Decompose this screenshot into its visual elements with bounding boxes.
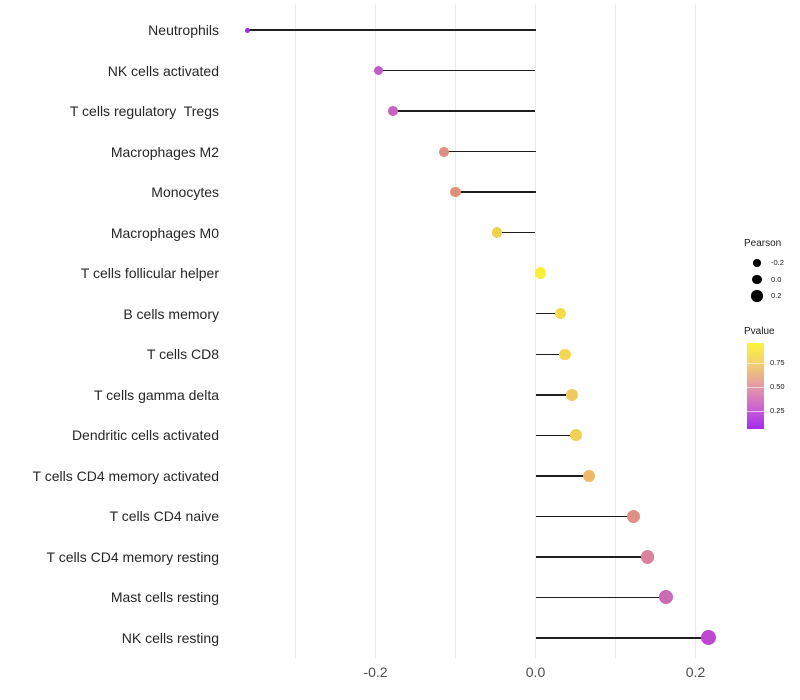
size-legend-label: 0.2 [771,291,782,300]
data-point-dot [658,590,673,605]
pvalue-colorbar-icon [747,343,764,429]
data-point-dot [534,267,547,279]
lollipop-stem [455,191,536,193]
y-axis-label: Macrophages M0 [110,224,219,241]
lollipop-stem [443,150,536,153]
y-axis-label: T cells CD4 memory resting [46,548,219,565]
data-point-dot [554,307,567,320]
y-axis-label: Monocytes [151,184,219,201]
size-legend-dot-icon [753,259,761,267]
y-axis-label: T cells CD4 naive [109,508,219,525]
lollipop-stem [535,637,709,639]
lollipop-stem [535,475,590,477]
y-axis-label: T cells follicular helper [80,265,219,282]
lollipop-stem [393,110,536,112]
x-tick-label: -0.2 [363,664,388,680]
y-axis-label: Mast cells resting [110,589,219,606]
lollipop-stem [535,596,666,599]
y-axis-label: T cells CD4 memory activated [32,467,219,484]
data-point-dot [388,106,398,116]
color-legend-title: Pvalue [744,326,775,337]
y-axis-label: Dendritic cells activated [71,427,219,444]
size-legend-dot-icon [751,290,763,302]
data-point-dot [438,146,449,157]
y-axis-label: B cells memory [123,305,219,322]
lollipop-stem [535,434,576,437]
colorbar-tick-label: 0.75 [770,358,785,367]
gridline [535,4,536,658]
y-axis-label: T cells gamma delta [93,386,219,403]
lollipop-stem [535,353,566,355]
size-legend-title: Pearson [744,238,782,249]
colorbar-tick [747,363,764,364]
size-legend-label: -0.2 [771,258,784,267]
colorbar-tick-label: 0.50 [770,382,785,391]
lollipop-stem [378,69,536,72]
x-tick-label: 0.2 [685,664,706,680]
lollipop-stem [247,29,536,31]
lollipop-stem [535,515,634,518]
y-axis-label: Macrophages M2 [110,143,219,160]
data-point-dot [566,388,579,401]
data-point-dot [450,186,461,198]
data-point-dot [700,630,716,646]
y-axis-label: Neutrophils [148,22,219,38]
data-point-dot [627,509,641,523]
lollipop-stem [535,394,573,396]
lollipop-stem [535,556,648,558]
data-point-dot [582,469,596,483]
colorbar-tick-label: 0.25 [770,406,785,415]
lollipop-stem [497,231,536,234]
gridline [695,4,696,658]
data-point-dot [374,66,384,76]
data-point-dot [569,429,582,442]
gridline [455,4,456,658]
colorbar-tick [747,387,764,388]
x-tick-label: 0.0 [525,664,546,680]
lollipop-stem [535,312,561,315]
size-legend-label: 0.0 [771,274,782,284]
y-axis-label: T cells CD8 [146,346,219,363]
gridline [295,4,296,658]
data-point-dot [559,348,571,360]
y-axis-label: NK cells activated [107,62,219,79]
gridline [375,4,376,658]
data-point-dot [640,550,655,564]
colorbar-tick [747,411,764,412]
data-point-dot [491,227,503,238]
y-axis-label: NK cells resting [121,629,219,646]
gridline [615,4,616,658]
size-legend-dot-icon [752,274,762,285]
data-point-dot [245,27,250,33]
y-axis-label: T cells regulatory Tregs [69,103,219,120]
